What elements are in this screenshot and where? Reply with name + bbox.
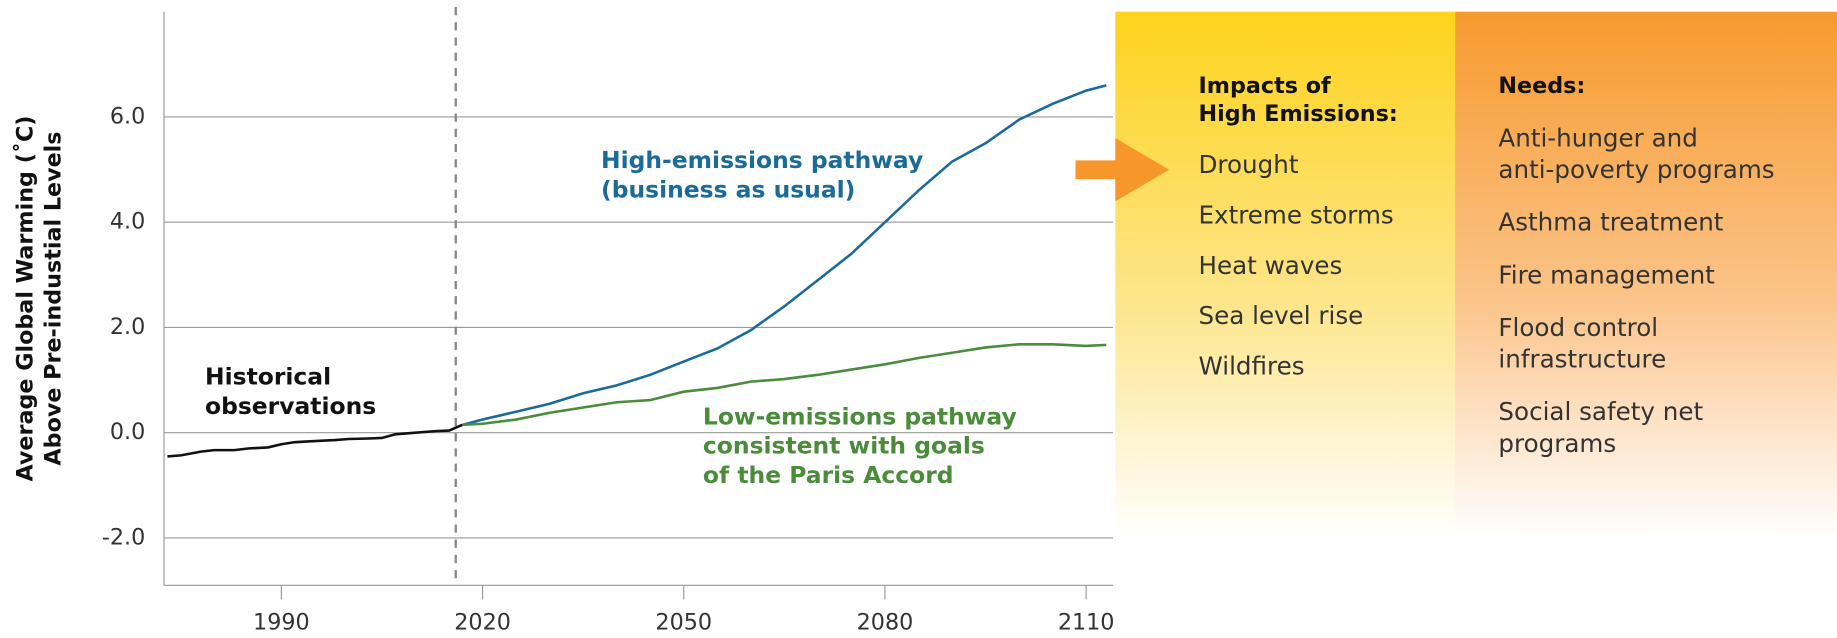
panel-title: Impacts of — [1199, 73, 1332, 99]
panel-item: Asthma treatment — [1498, 208, 1723, 237]
panel-title: High Emissions: — [1199, 101, 1398, 127]
y-tick-label: 6.0 — [110, 103, 145, 129]
panel-item: Sea level rise — [1199, 301, 1364, 330]
y-tick-label: -2.0 — [102, 524, 145, 550]
series-label: observations — [205, 392, 376, 420]
y-tick-label: 2.0 — [110, 314, 145, 340]
panel-item: Wildfires — [1199, 352, 1305, 381]
needs-panel — [1455, 11, 1837, 539]
x-tick-label: 2020 — [454, 609, 511, 635]
panel-item: Anti-hunger and — [1498, 123, 1697, 152]
series-label: of the Paris Accord — [703, 461, 954, 489]
series-label: (business as usual) — [601, 175, 855, 203]
panel-item: Heat waves — [1199, 251, 1343, 280]
panel-item: programs — [1498, 429, 1616, 458]
panel-item: infrastructure — [1498, 345, 1666, 374]
x-tick-label: 2080 — [857, 609, 914, 635]
x-tick-label: 2110 — [1058, 609, 1115, 635]
panel-title: Needs: — [1498, 73, 1585, 99]
panel-item: Extreme storms — [1199, 201, 1394, 230]
series-label: Historical — [205, 363, 331, 391]
y-tick-label: 0.0 — [110, 419, 145, 445]
impacts-panel — [1115, 11, 1456, 539]
x-tick-label: 2050 — [655, 609, 712, 635]
panel-item: Drought — [1199, 150, 1299, 179]
y-tick-label: 4.0 — [110, 209, 145, 235]
arrow — [1075, 138, 1170, 202]
y-axis-label: Average Global Warming (˚C) — [11, 116, 38, 482]
series-line — [167, 423, 463, 458]
panel-item: anti-poverty programs — [1498, 155, 1774, 184]
x-tick-label: 1990 — [253, 609, 310, 635]
series-line — [462, 342, 1107, 427]
panel-item: Flood control — [1498, 313, 1658, 342]
panel-item: Fire management — [1498, 260, 1715, 289]
panel-item: Social safety net — [1498, 397, 1703, 426]
y-axis-label: Above Pre-industial Levels — [40, 131, 66, 465]
series-label: consistent with goals — [703, 432, 985, 460]
series-label: High-emissions pathway — [601, 146, 923, 174]
series-line — [462, 84, 1107, 427]
series-label: Low-emissions pathway — [703, 402, 1017, 430]
